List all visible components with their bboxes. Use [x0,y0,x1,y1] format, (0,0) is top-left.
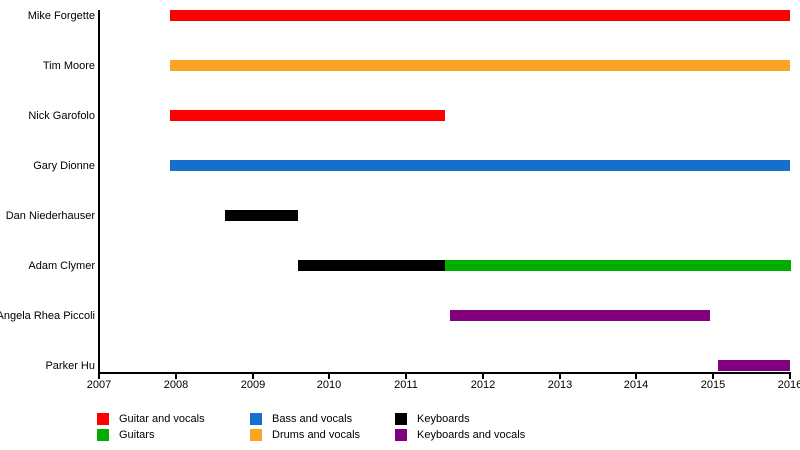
timeline-bar [170,160,790,171]
row-label: Dan Niederhauser [5,210,95,222]
x-tick-label: 2008 [163,379,189,391]
x-tick-mark [175,374,177,379]
row-label: Angela Rhea Piccoli [0,310,95,322]
legend-label: Drums and vocals [272,429,361,441]
y-axis-line [98,10,100,374]
legend-swatch [250,413,262,425]
legend-swatch [97,413,109,425]
x-tick-label: 2014 [623,379,649,391]
row-label: Adam Clymer [28,260,95,272]
x-tick-mark [482,374,484,379]
legend-swatch [97,429,109,441]
x-tick-label: 2016 [777,379,800,391]
legend-swatch [395,413,407,425]
timeline-bar [718,360,790,371]
row-label: Mike Forgette [27,10,95,22]
legend-label: Guitars [119,429,155,441]
timeline-bar [225,210,298,221]
x-axis-line [98,372,791,374]
x-tick-label: 2010 [316,379,342,391]
x-tick-mark [712,374,714,379]
x-tick-mark [405,374,407,379]
timeline-bar [170,10,790,21]
legend-swatch [250,429,262,441]
timeline-bar [170,110,445,121]
legend-label: Keyboards and vocals [417,429,526,441]
x-tick-mark [789,374,791,379]
legend-swatch [395,429,407,441]
x-tick-mark [635,374,637,379]
row-label: Nick Garofolo [28,110,95,122]
timeline-bar [450,310,710,321]
timeline-bar [170,60,790,71]
x-tick-mark [328,374,330,379]
x-tick-label: 2009 [240,379,266,391]
timeline-bar [445,260,791,271]
row-label: Gary Dionne [33,160,95,172]
legend-label: Keyboards [417,413,470,425]
x-tick-label: 2012 [470,379,496,391]
x-tick-label: 2007 [86,379,112,391]
x-tick-mark [559,374,561,379]
x-tick-label: 2013 [547,379,573,391]
legend-label: Bass and vocals [272,413,353,425]
x-tick-mark [252,374,254,379]
x-tick-mark [98,374,100,379]
x-tick-label: 2015 [700,379,726,391]
legend-label: Guitar and vocals [119,413,205,425]
x-tick-label: 2011 [394,379,418,391]
row-label: Tim Moore [42,60,95,72]
timeline-bar [298,260,445,271]
row-label: Parker Hu [45,360,95,372]
